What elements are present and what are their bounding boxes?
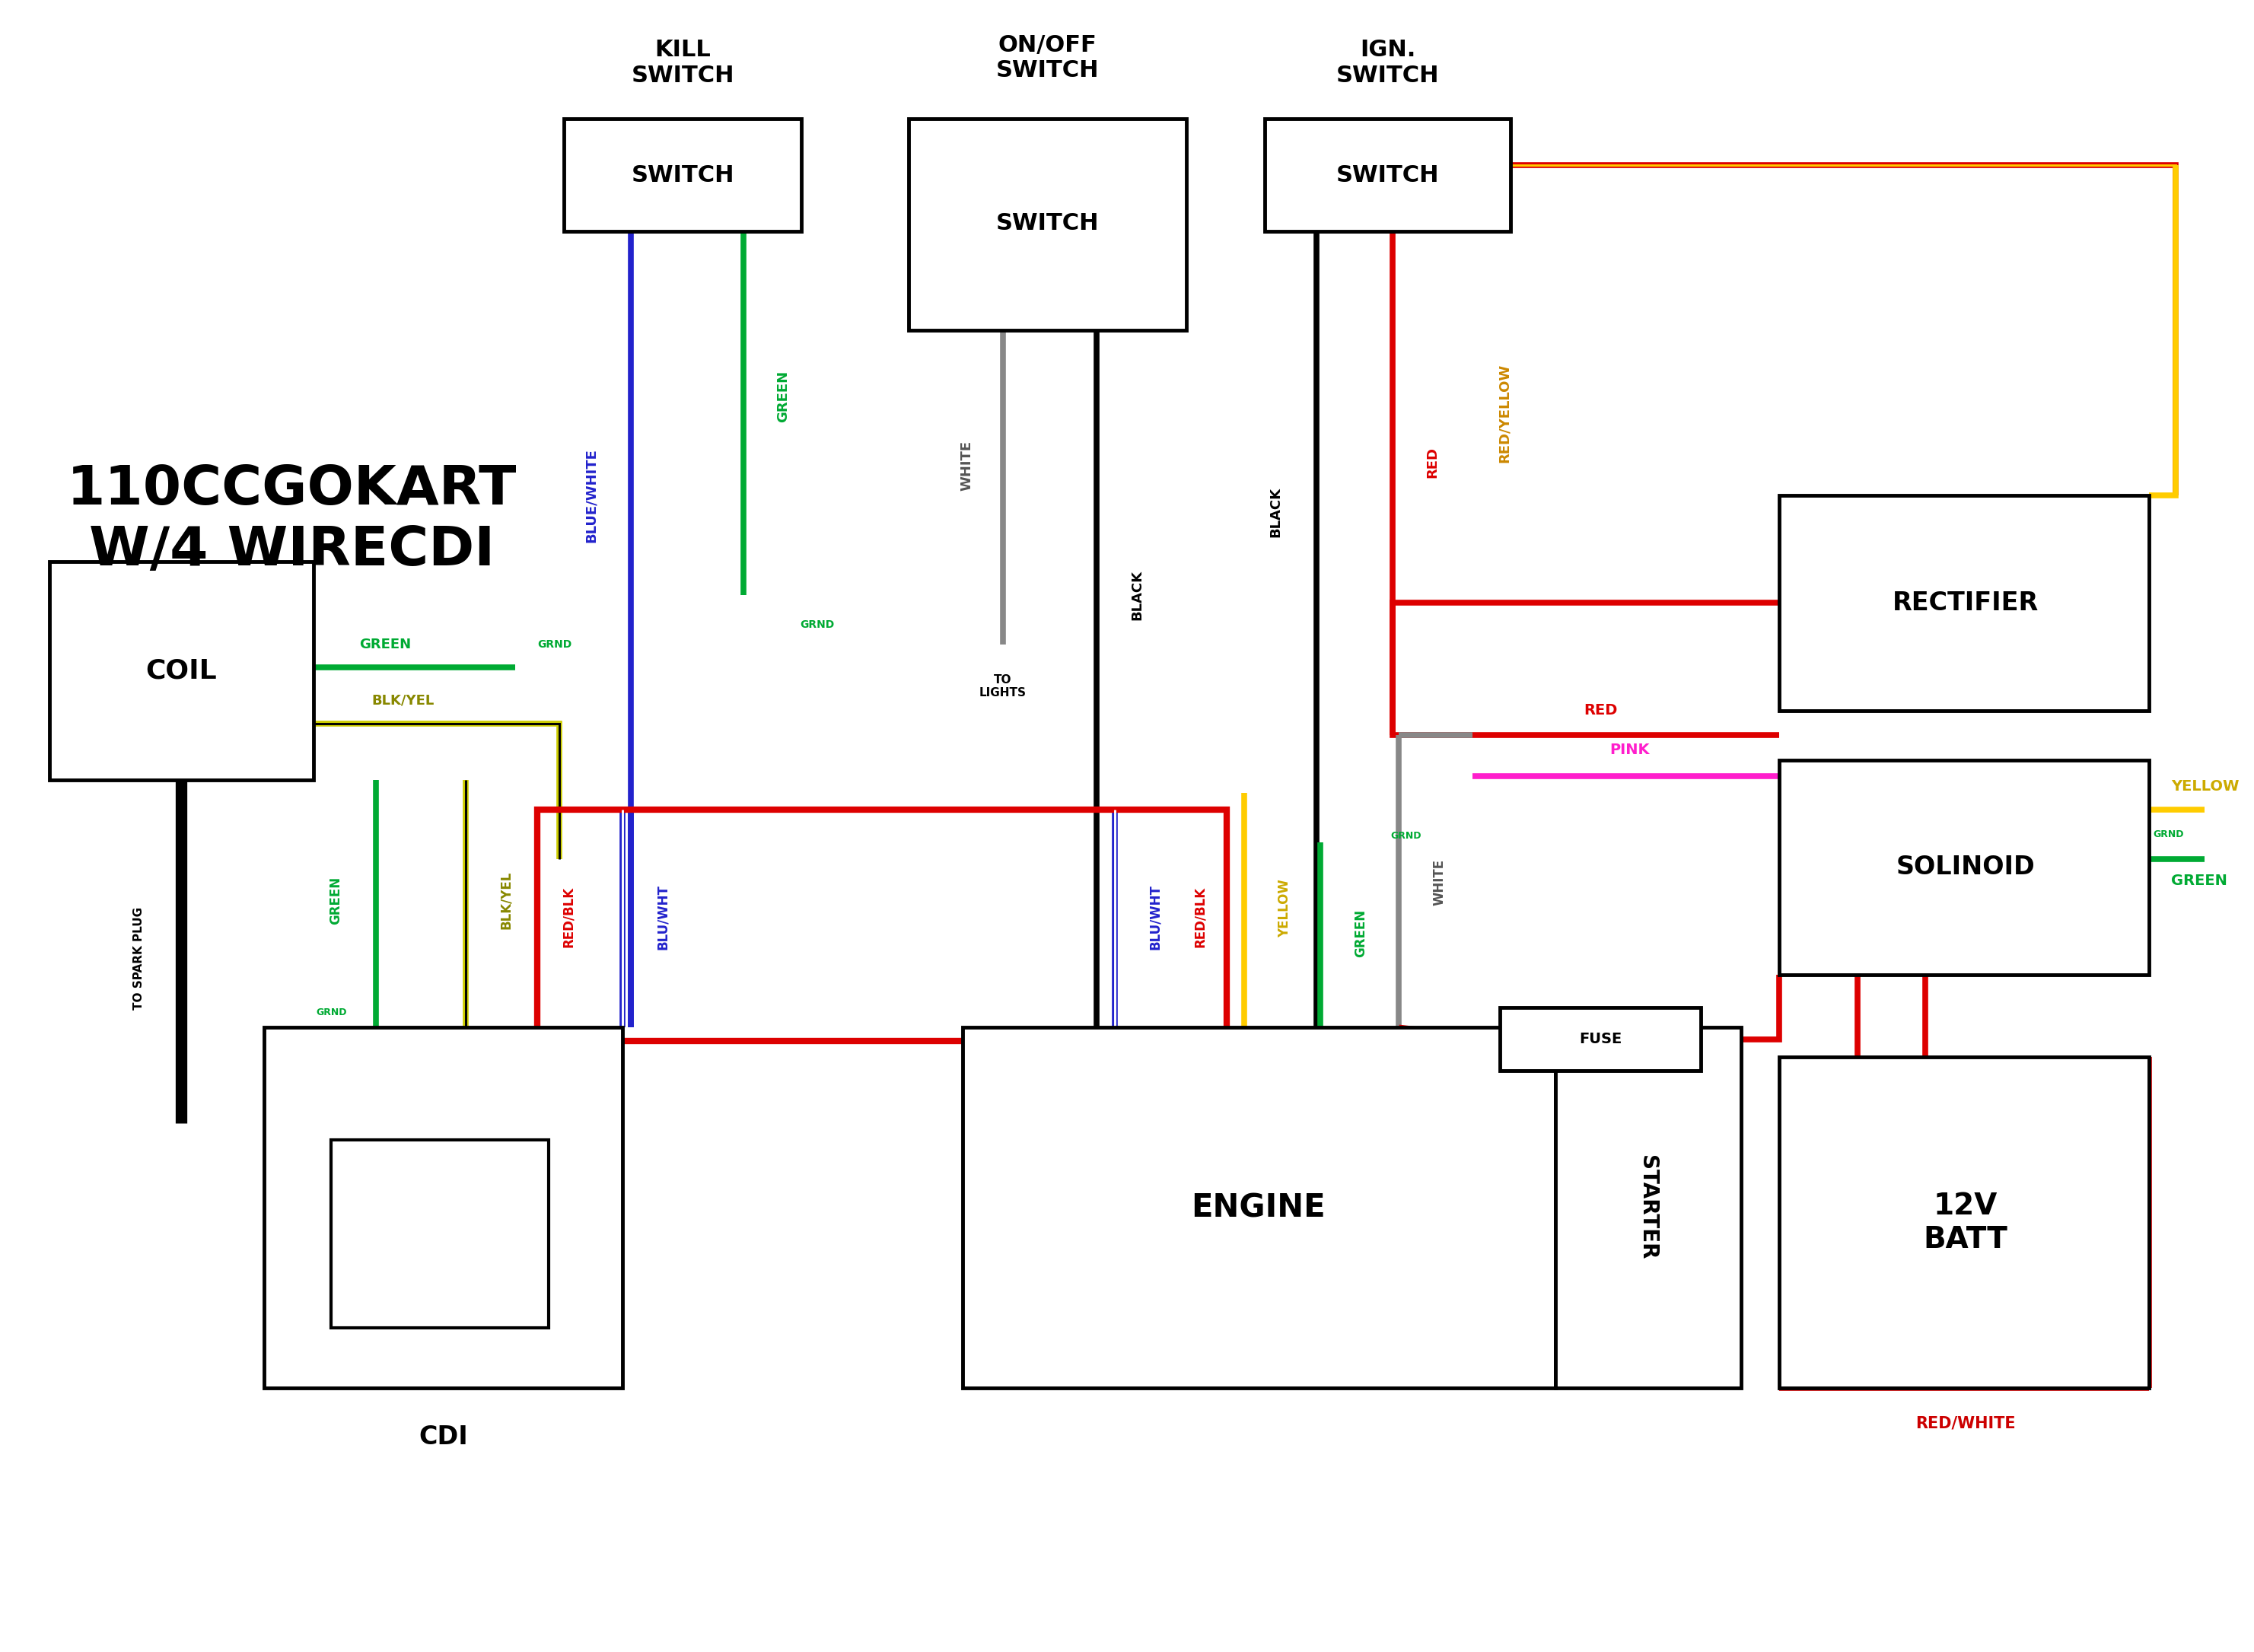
FancyBboxPatch shape: [1499, 1008, 1702, 1070]
Text: GRND: GRND: [1391, 831, 1420, 841]
FancyBboxPatch shape: [331, 1140, 548, 1328]
Text: RED: RED: [1427, 448, 1440, 477]
Text: 12V
BATT: 12V BATT: [1923, 1191, 2008, 1254]
Text: SOLINOID: SOLINOID: [1896, 854, 2035, 881]
Text: WHITE: WHITE: [960, 441, 974, 491]
Text: STARTER: STARTER: [1636, 1155, 1659, 1260]
Text: FUSE: FUSE: [1580, 1032, 1623, 1046]
Text: RECTIFIER: RECTIFIER: [1891, 590, 2038, 616]
Text: RED/BLK: RED/BLK: [1192, 887, 1206, 947]
FancyBboxPatch shape: [1778, 496, 2148, 710]
Text: RED/WHITE: RED/WHITE: [1916, 1416, 2015, 1431]
Text: TO
LIGHTS: TO LIGHTS: [978, 674, 1026, 699]
Text: BLUE/WHITE: BLUE/WHITE: [584, 448, 597, 544]
Text: GRND: GRND: [536, 639, 573, 649]
Text: TO SPARK PLUG: TO SPARK PLUG: [133, 907, 144, 1009]
Text: RED/YELLOW: RED/YELLOW: [1497, 363, 1510, 463]
Text: SWITCH: SWITCH: [1337, 164, 1440, 187]
Text: COIL: COIL: [147, 657, 216, 684]
FancyBboxPatch shape: [1264, 119, 1510, 231]
Text: BLK/YEL: BLK/YEL: [498, 871, 512, 930]
Text: YELLOW: YELLOW: [2171, 780, 2238, 793]
Text: BLACK: BLACK: [1129, 570, 1143, 620]
Text: RED/BLK: RED/BLK: [561, 887, 575, 947]
Text: BLACK: BLACK: [1269, 487, 1283, 537]
Text: GRND: GRND: [800, 620, 834, 629]
Text: ENGINE: ENGINE: [1190, 1191, 1325, 1224]
Text: GREEN: GREEN: [1355, 909, 1368, 958]
FancyBboxPatch shape: [1778, 760, 2148, 975]
Text: BLU/WHT: BLU/WHT: [656, 884, 669, 950]
Text: GREEN: GREEN: [329, 876, 343, 925]
Text: ON/OFF
SWITCH: ON/OFF SWITCH: [996, 35, 1100, 81]
FancyBboxPatch shape: [962, 1028, 1555, 1388]
Text: GRND: GRND: [2153, 829, 2184, 839]
Text: SWITCH: SWITCH: [631, 164, 735, 187]
FancyBboxPatch shape: [50, 562, 313, 780]
Text: GREEN: GREEN: [358, 638, 410, 651]
Text: KILL
SWITCH: KILL SWITCH: [631, 40, 735, 86]
FancyBboxPatch shape: [564, 119, 802, 231]
FancyBboxPatch shape: [1778, 1057, 2148, 1388]
Text: PINK: PINK: [1609, 743, 1650, 757]
Text: CDI: CDI: [419, 1424, 469, 1450]
FancyBboxPatch shape: [1555, 1028, 1742, 1388]
Text: IGN.
SWITCH: IGN. SWITCH: [1337, 40, 1440, 86]
Text: RED: RED: [1585, 704, 1618, 717]
Text: GREEN: GREEN: [778, 370, 791, 423]
Text: SWITCH: SWITCH: [996, 211, 1100, 235]
Text: YELLOW: YELLOW: [1278, 879, 1292, 938]
Text: 110CCGOKART
W/4 WIRECDI: 110CCGOKART W/4 WIRECDI: [68, 464, 516, 577]
Text: WHITE: WHITE: [1431, 859, 1447, 905]
FancyBboxPatch shape: [264, 1028, 622, 1388]
Text: BLK/YEL: BLK/YEL: [372, 694, 435, 707]
Text: BLU/WHT: BLU/WHT: [1147, 884, 1161, 950]
Text: GRND: GRND: [316, 1008, 347, 1018]
FancyBboxPatch shape: [908, 119, 1186, 330]
Text: GREEN: GREEN: [2171, 874, 2227, 887]
